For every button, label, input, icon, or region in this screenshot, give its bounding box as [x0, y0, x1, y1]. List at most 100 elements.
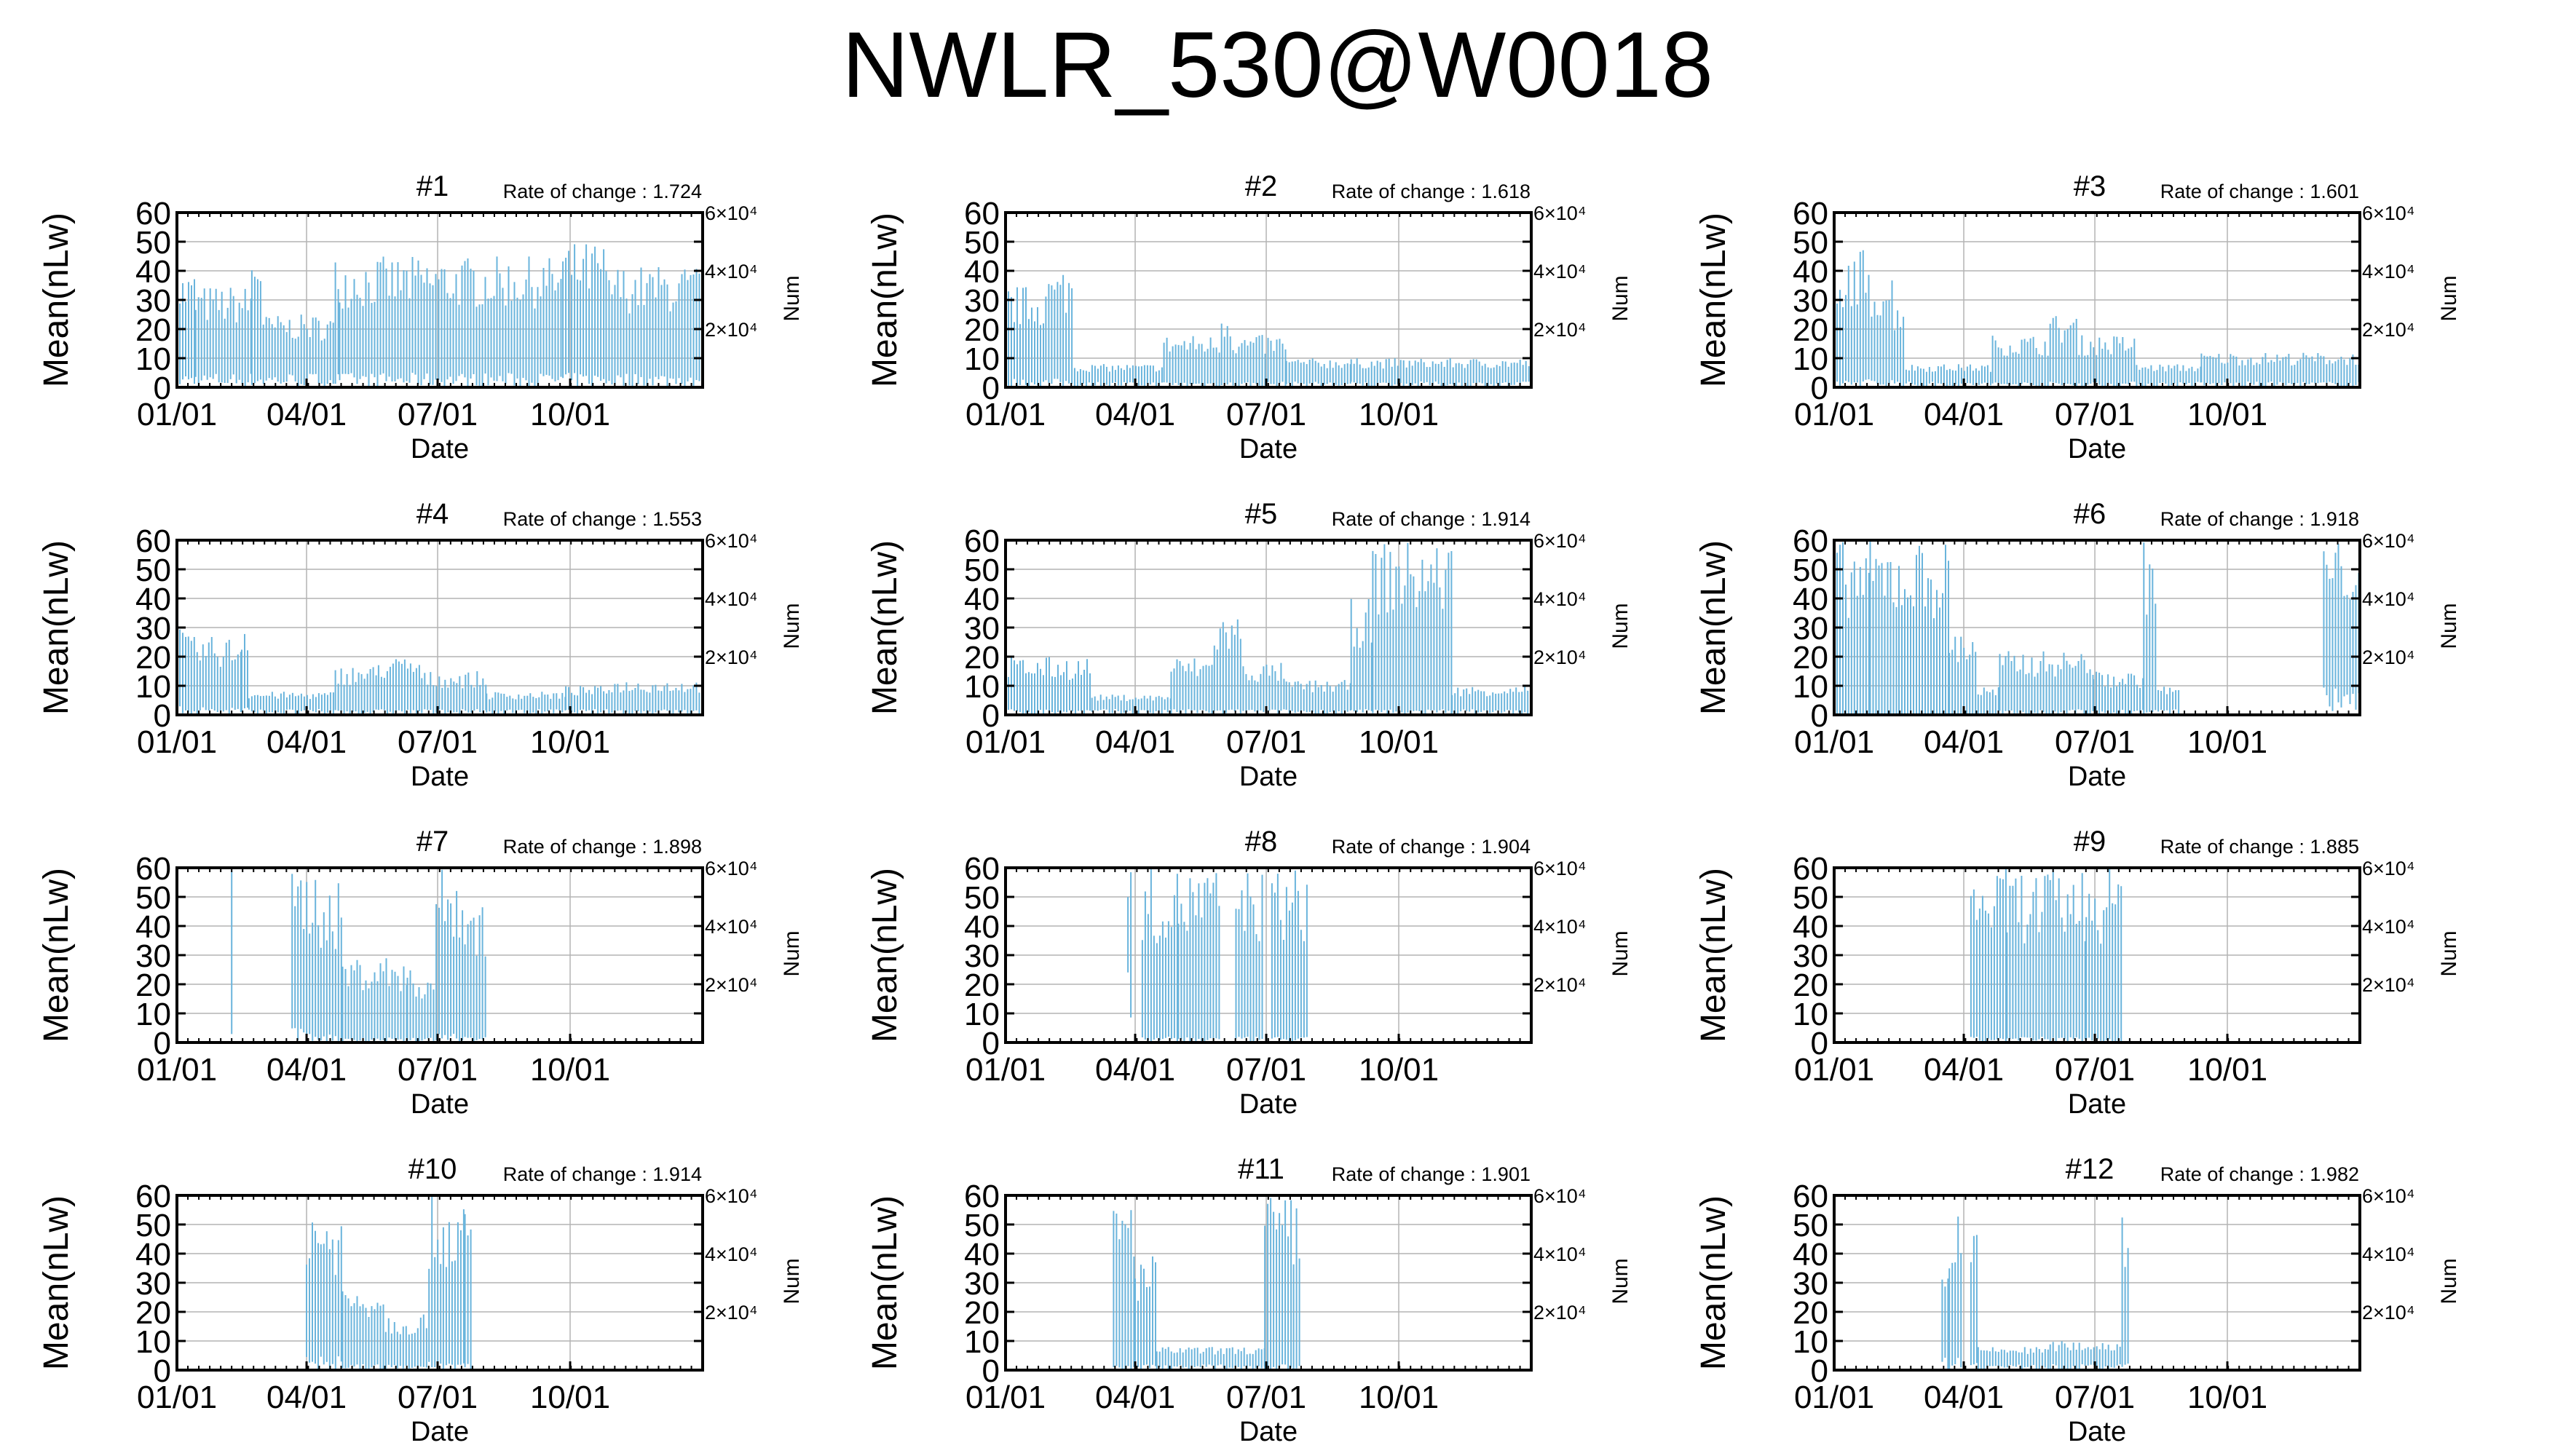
y-tick-label: 0	[1811, 1353, 1828, 1389]
panel-title: #4	[416, 498, 449, 530]
y-axis-label: Mean(nLw)	[866, 1195, 904, 1370]
rate-of-change-annotation: Rate of change : 1.918	[2160, 508, 2359, 530]
x-tick-label: 07/01	[398, 724, 478, 760]
right-axis-label: Num	[780, 1258, 804, 1304]
rate-of-change-annotation: Rate of change : 1.724	[503, 181, 702, 202]
right-tick-label: 2×10⁴	[705, 1302, 757, 1324]
x-tick-label: 04/01	[266, 397, 347, 432]
y-tick-label: 40	[964, 909, 1000, 945]
x-tick-label: 04/01	[1924, 397, 2004, 432]
y-tick-label: 0	[982, 698, 1000, 734]
y-tick-label: 40	[964, 254, 1000, 290]
panel-title: #7	[416, 826, 449, 858]
x-tick-label: 01/01	[965, 397, 1046, 432]
x-tick-label: 04/01	[266, 724, 347, 760]
right-axis-label: Num	[1608, 1258, 1632, 1304]
right-axis-label: Num	[2437, 930, 2461, 976]
x-tick-label: 01/01	[137, 1380, 217, 1415]
x-tick-label: 07/01	[1226, 1380, 1306, 1415]
right-tick-label: 2×10⁴	[2362, 319, 2414, 341]
y-tick-label: 20	[1793, 968, 1828, 1003]
x-tick-label: 07/01	[1226, 724, 1306, 760]
y-axis-label: Mean(nLw)	[1694, 1195, 1733, 1370]
right-tick-label: 4×10⁴	[2362, 916, 2414, 938]
y-tick-label: 50	[135, 553, 171, 588]
y-tick-label: 30	[1793, 938, 1828, 974]
y-tick-label: 60	[135, 196, 171, 232]
x-tick-label: 04/01	[266, 1052, 347, 1088]
y-tick-label: 40	[1793, 254, 1828, 290]
rate-of-change-annotation: Rate of change : 1.982	[2160, 1163, 2359, 1185]
y-axis-label: Mean(nLw)	[1694, 213, 1733, 387]
y-tick-label: 0	[982, 371, 1000, 406]
y-axis-label: Mean(nLw)	[1694, 540, 1733, 715]
right-tick-label: 6×10⁴	[2362, 1185, 2414, 1207]
y-tick-label: 40	[135, 582, 171, 617]
x-tick-label: 10/01	[1359, 1052, 1439, 1088]
right-tick-label: 6×10⁴	[1533, 858, 1586, 879]
y-tick-label: 60	[964, 523, 1000, 559]
right-tick-label: 2×10⁴	[1533, 319, 1586, 341]
x-tick-label: 01/01	[1794, 724, 1874, 760]
rate-of-change-annotation: Rate of change : 1.914	[503, 1163, 702, 1185]
rate-of-change-annotation: Rate of change : 1.885	[2160, 836, 2359, 858]
rate-of-change-annotation: Rate of change : 1.601	[2160, 181, 2359, 202]
figure-title: NWLR_530@W0018	[841, 13, 1714, 117]
x-axis-label: Date	[411, 1417, 469, 1447]
y-tick-label: 50	[964, 225, 1000, 261]
right-tick-label: 2×10⁴	[705, 646, 757, 668]
y-tick-label: 20	[964, 1295, 1000, 1331]
x-tick-label: 07/01	[2055, 724, 2135, 760]
x-tick-label: 10/01	[530, 1380, 610, 1415]
y-tick-label: 40	[964, 1237, 1000, 1273]
x-tick-label: 04/01	[266, 1380, 347, 1415]
panel-title: #12	[2066, 1153, 2114, 1185]
y-tick-label: 20	[135, 312, 171, 348]
rate-of-change-annotation: Rate of change : 1.898	[503, 836, 702, 858]
y-tick-label: 20	[1793, 1295, 1828, 1331]
x-tick-label: 10/01	[530, 724, 610, 760]
right-tick-label: 4×10⁴	[1533, 1243, 1586, 1265]
x-axis-label: Date	[2068, 1089, 2126, 1120]
right-axis-label: Num	[1608, 603, 1632, 649]
right-axis-label: Num	[2437, 1258, 2461, 1304]
x-axis-label: Date	[1239, 761, 1298, 792]
y-tick-label: 50	[964, 880, 1000, 916]
y-tick-label: 40	[135, 909, 171, 945]
y-tick-label: 50	[1793, 225, 1828, 261]
y-tick-label: 40	[1793, 582, 1828, 617]
right-axis-label: Num	[780, 930, 804, 976]
panel-title: #8	[1245, 826, 1278, 858]
y-axis-label: Mean(nLw)	[866, 213, 904, 387]
y-tick-label: 10	[135, 997, 171, 1032]
right-axis-label: Num	[1608, 275, 1632, 321]
panel-title: #6	[2074, 498, 2106, 530]
y-tick-label: 0	[154, 371, 171, 406]
right-tick-label: 2×10⁴	[2362, 646, 2414, 668]
x-tick-label: 07/01	[2055, 397, 2135, 432]
right-axis-label: Num	[780, 275, 804, 321]
y-tick-label: 50	[1793, 1208, 1828, 1243]
right-axis-label: Num	[2437, 603, 2461, 649]
y-tick-label: 10	[135, 669, 171, 705]
right-tick-label: 2×10⁴	[705, 974, 757, 996]
x-axis-label: Date	[411, 1089, 469, 1120]
x-tick-label: 01/01	[1794, 397, 1874, 432]
y-axis-label: Mean(nLw)	[866, 868, 904, 1042]
y-tick-label: 50	[135, 225, 171, 261]
y-tick-label: 0	[154, 698, 171, 734]
y-tick-label: 10	[135, 1324, 171, 1360]
right-axis-label: Num	[2437, 275, 2461, 321]
y-tick-label: 30	[964, 283, 1000, 319]
right-tick-label: 6×10⁴	[705, 858, 757, 879]
x-tick-label: 10/01	[1359, 397, 1439, 432]
y-axis-label: Mean(nLw)	[1694, 868, 1733, 1042]
panel-title: #9	[2074, 826, 2106, 858]
right-tick-label: 4×10⁴	[705, 588, 757, 610]
